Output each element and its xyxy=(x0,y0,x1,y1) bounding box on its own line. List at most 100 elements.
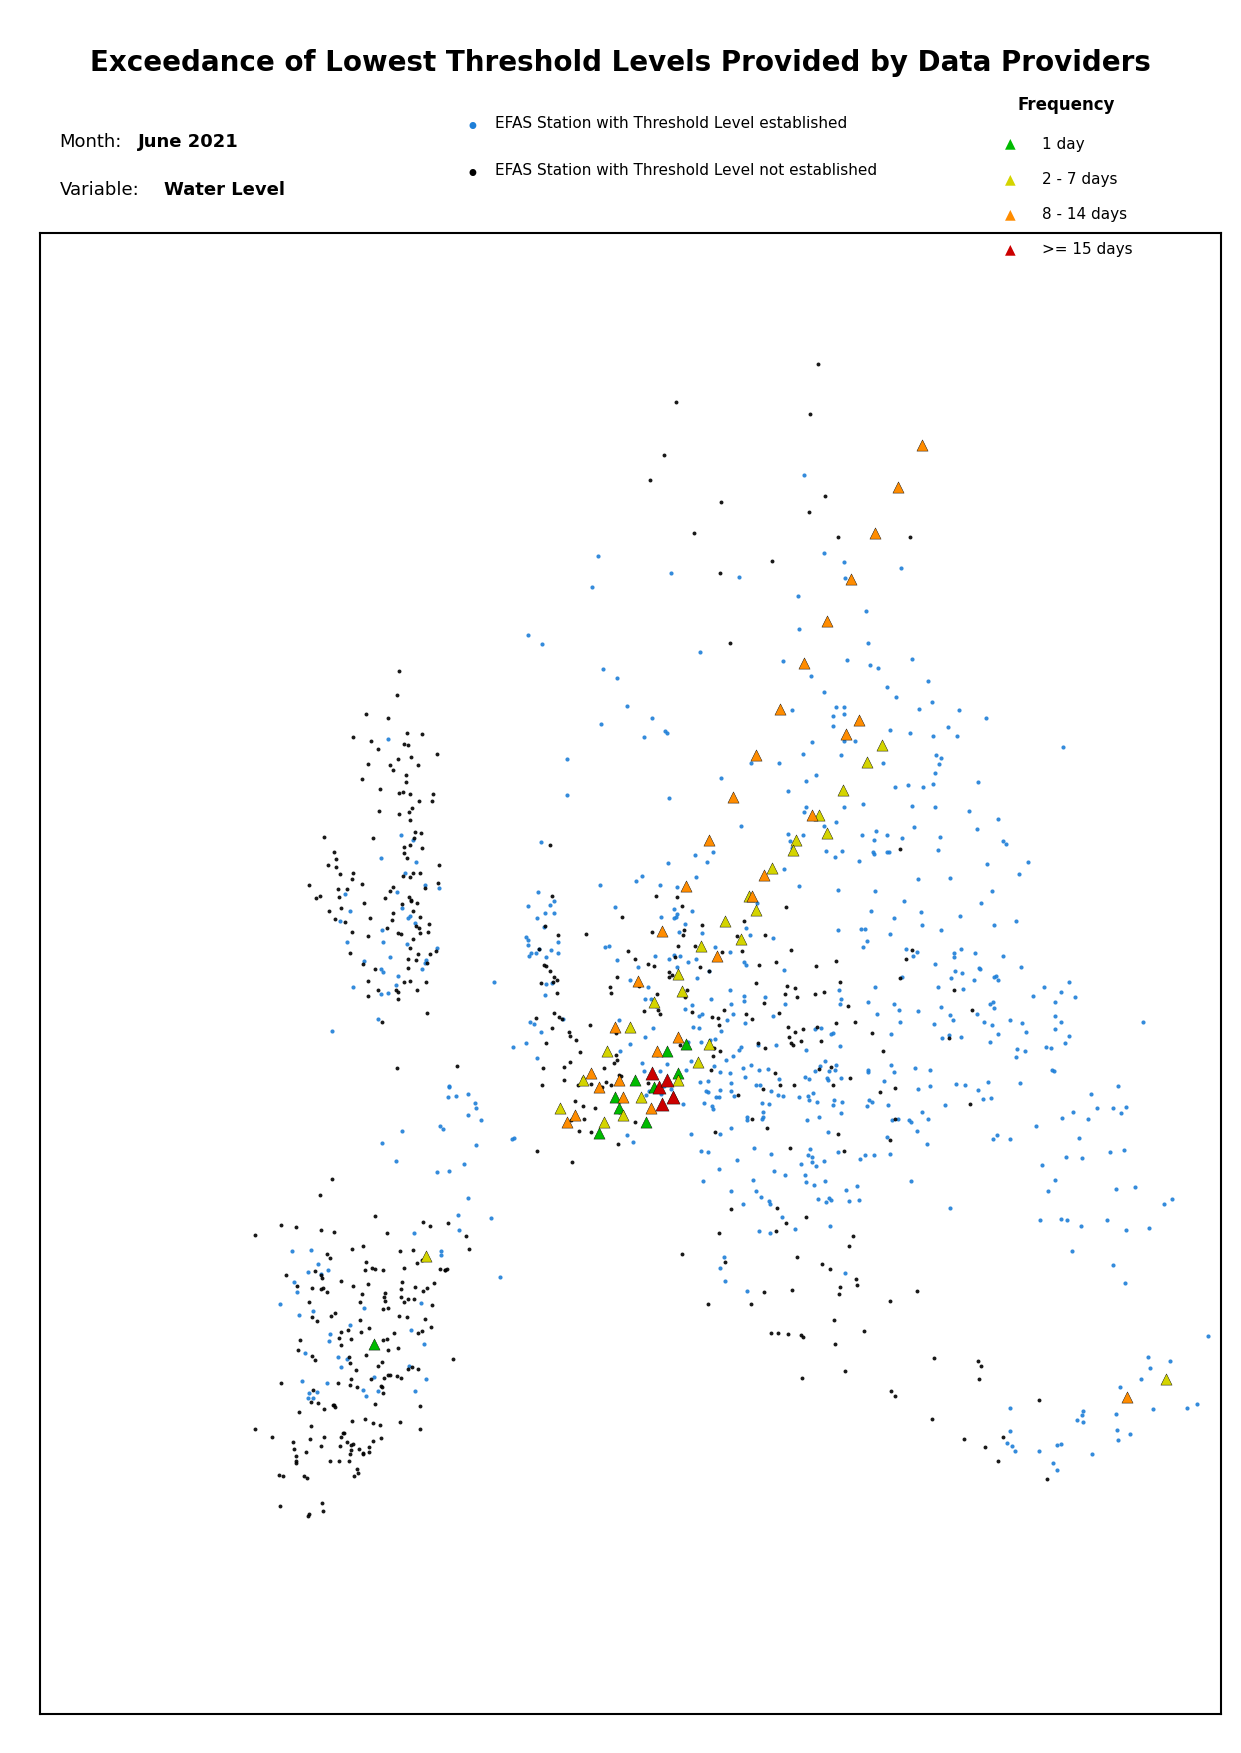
Point xyxy=(659,957,679,985)
Point xyxy=(438,1255,458,1283)
Point xyxy=(824,1087,844,1115)
Point xyxy=(836,720,856,749)
Point xyxy=(592,1073,612,1101)
Point xyxy=(861,1089,881,1117)
Point xyxy=(347,1373,367,1401)
Point xyxy=(1097,1206,1117,1234)
Point xyxy=(807,1013,827,1041)
Point xyxy=(669,933,689,961)
Point xyxy=(746,1071,766,1099)
Point xyxy=(740,920,759,948)
Point xyxy=(938,1020,958,1048)
Point xyxy=(343,859,362,887)
Point xyxy=(673,892,692,920)
Point xyxy=(659,784,679,812)
Point xyxy=(834,547,854,575)
Point xyxy=(325,905,345,933)
Point xyxy=(712,938,732,966)
Point xyxy=(300,1236,320,1264)
Point xyxy=(361,1366,381,1394)
Point xyxy=(285,1213,305,1241)
Point xyxy=(637,1108,656,1136)
Point xyxy=(964,940,984,968)
Point xyxy=(628,968,648,996)
Point xyxy=(766,948,786,976)
Point xyxy=(343,1429,362,1457)
Point xyxy=(805,952,825,980)
Point xyxy=(705,1118,725,1146)
Point xyxy=(562,1148,582,1176)
Point xyxy=(390,1408,410,1436)
Point xyxy=(340,1439,360,1467)
Point xyxy=(1051,978,1071,1006)
Point xyxy=(1051,1104,1071,1132)
Point xyxy=(987,1120,1006,1148)
Point xyxy=(793,1324,813,1352)
Point xyxy=(763,1157,783,1185)
Point xyxy=(635,1024,655,1052)
Point xyxy=(303,1376,323,1404)
Point xyxy=(1132,1366,1152,1394)
Point xyxy=(390,801,410,829)
Point xyxy=(411,1415,431,1443)
Point xyxy=(568,1117,588,1145)
Point xyxy=(314,822,334,850)
Point xyxy=(545,887,565,915)
Point xyxy=(1000,1418,1020,1446)
Point xyxy=(1126,1173,1145,1201)
Point xyxy=(762,1139,782,1167)
Point xyxy=(829,915,849,943)
Point xyxy=(386,976,406,1004)
Point xyxy=(284,1436,304,1464)
Point xyxy=(314,1423,334,1451)
Point xyxy=(341,1366,361,1394)
Point xyxy=(721,1113,741,1141)
Point xyxy=(849,847,869,875)
Point xyxy=(417,1274,437,1302)
Point xyxy=(778,777,798,805)
Point xyxy=(376,1325,396,1353)
Point xyxy=(299,1499,319,1527)
Point xyxy=(459,1234,479,1262)
Text: •: • xyxy=(465,163,479,188)
Point xyxy=(825,1331,845,1359)
Point xyxy=(601,1071,620,1099)
Point xyxy=(534,913,553,941)
Point xyxy=(808,349,828,377)
Point xyxy=(519,621,539,649)
Point xyxy=(330,906,350,934)
Point xyxy=(372,1129,392,1157)
Text: 8 - 14 days: 8 - 14 days xyxy=(1042,207,1128,223)
Point xyxy=(727,1146,747,1175)
Point xyxy=(1198,1322,1217,1350)
Point xyxy=(1108,1425,1128,1453)
Point xyxy=(762,547,782,575)
Point xyxy=(692,1001,712,1029)
Point xyxy=(831,985,851,1013)
Point xyxy=(416,1366,436,1394)
Point xyxy=(1082,1439,1102,1467)
Point xyxy=(664,905,684,933)
Point xyxy=(809,1055,829,1083)
Point xyxy=(989,805,1009,833)
Point xyxy=(318,1255,338,1283)
Point xyxy=(449,1215,469,1243)
Point xyxy=(900,522,920,550)
Point xyxy=(777,971,797,999)
Point xyxy=(289,1325,309,1353)
Point xyxy=(387,878,407,906)
Point xyxy=(752,1089,772,1117)
Point xyxy=(861,898,881,926)
Point xyxy=(323,1017,343,1045)
Point xyxy=(794,461,814,489)
Point xyxy=(834,699,854,727)
Point xyxy=(747,889,767,917)
Point xyxy=(930,750,949,778)
Point xyxy=(736,952,756,980)
Point xyxy=(946,957,965,985)
Point xyxy=(1018,848,1037,876)
Point xyxy=(803,1078,823,1106)
Point xyxy=(692,919,712,947)
Point xyxy=(632,1083,652,1111)
Point xyxy=(890,834,910,862)
